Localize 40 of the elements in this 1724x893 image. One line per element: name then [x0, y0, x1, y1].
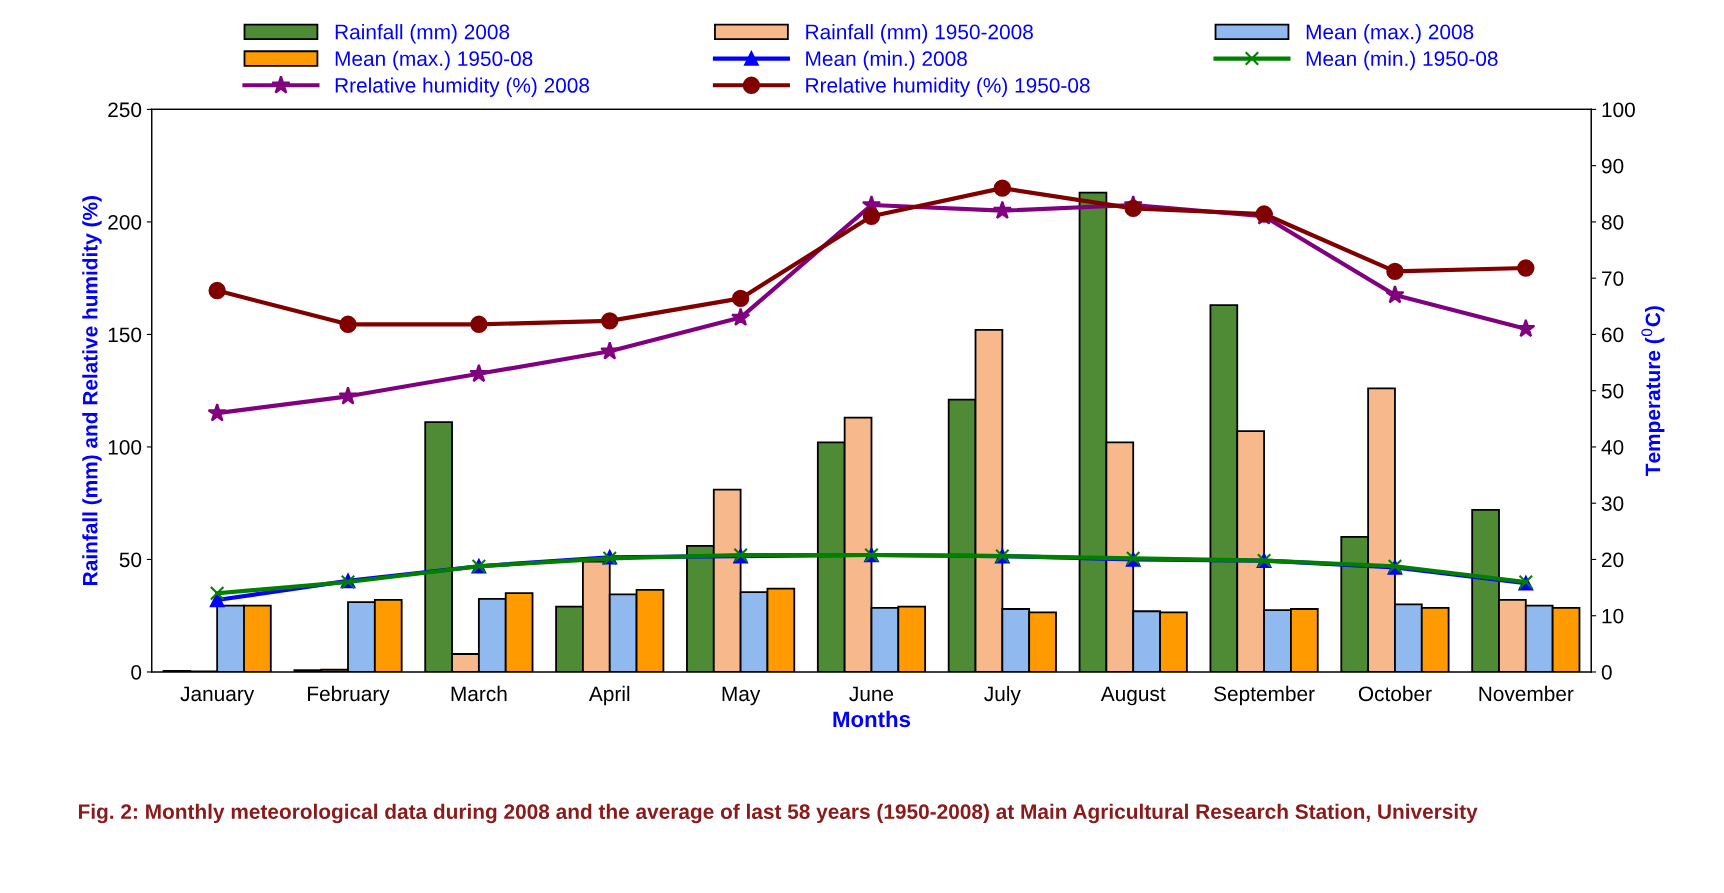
y2-tick-label: 0 [1601, 664, 1612, 680]
y2-tick-label: 30 [1601, 496, 1624, 511]
legend-label: Rainfall (mm) 1950-2008 [806, 24, 1033, 44]
x-tick-label: August [1100, 686, 1166, 706]
y2-tick-label: 40 [1601, 439, 1624, 455]
y2-tick-label: 70 [1602, 271, 1624, 286]
x-tick-label: May [722, 686, 761, 706]
y2-tick-label: 20 [1602, 552, 1624, 568]
x-tick-label: September [1214, 685, 1315, 706]
legend-label: Mean (min.) 2008 [806, 50, 967, 71]
legend-label: Rrelative humidity (%) 2008 [335, 77, 590, 97]
legend-label: Mean (min.) 1950-08 [1306, 50, 1498, 71]
y-tick-label: 100 [108, 439, 142, 455]
x-tick-label: April [588, 685, 630, 706]
y2-tick-label: 80 [1601, 214, 1624, 230]
y-tick-label: 200 [108, 214, 142, 230]
y-tick-label: 150 [108, 327, 142, 343]
legend-label: Mean (max.) 1950-08 [335, 50, 533, 71]
y-tick-label: 50 [119, 552, 142, 568]
x-axis-title: Months [833, 710, 911, 728]
y-axis-title: Rainfall (mm) and Relative humidity (%) [82, 196, 102, 585]
y2-tick-label: 50 [1601, 383, 1624, 399]
x-tick-label: March [451, 685, 507, 702]
x-tick-label: February [308, 685, 390, 706]
x-tick-label: October [1358, 685, 1432, 702]
legend-label: Mean (max.) 2008 [1306, 24, 1474, 44]
x-tick-label: June [849, 686, 894, 702]
caption: Fig. 2: Monthly meteorological data during 2008 and the average of last 58 years (1950-2008) at Main Agricultural Research Station, University [78, 803, 1478, 824]
y2-tick-label: 90 [1601, 158, 1624, 174]
legend-label: Rainfall (mm) 2008 [335, 24, 510, 44]
x-tick-label: July [984, 685, 1021, 706]
y2-tick-label: 10 [1602, 608, 1624, 624]
y2-axis-title: Temperature ($^{0}$C) [1641, 306, 1665, 476]
x-tick-label: January [180, 686, 255, 706]
y-tick-label: 0 [131, 664, 142, 680]
x-tick-label: November [1479, 685, 1574, 702]
y2-tick-label: 100 [1602, 102, 1635, 118]
y2-tick-label: 60 [1602, 327, 1624, 343]
y-tick-label: 250 [108, 102, 142, 118]
legend-label: Rrelative humidity (%) 1950-08 [806, 77, 1090, 97]
